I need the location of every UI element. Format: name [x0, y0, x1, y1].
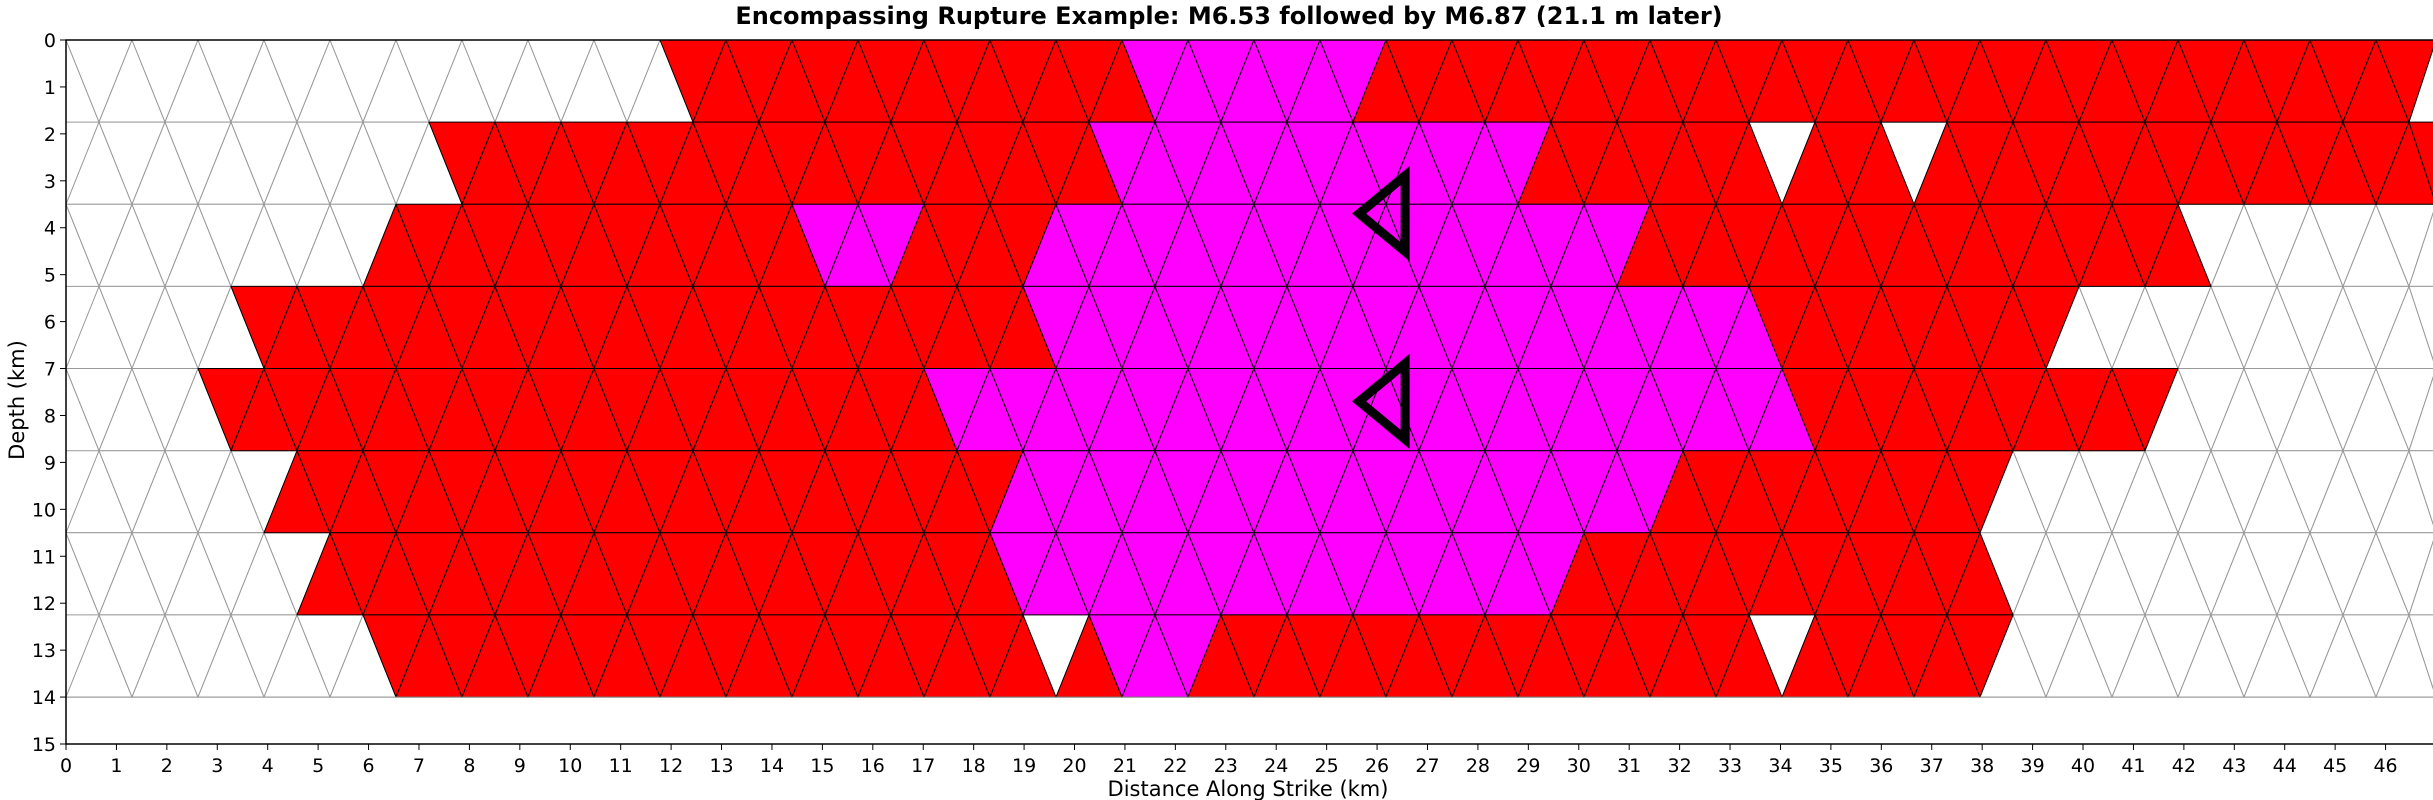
x-tick-label: 44: [2273, 755, 2297, 777]
mesh-triangle: [1946, 614, 2014, 698]
mesh-triangle: [2144, 203, 2212, 287]
x-tick-label: 26: [1365, 755, 1389, 777]
x-tick-label: 29: [1516, 755, 1540, 777]
x-tick-label: 23: [1214, 755, 1238, 777]
y-tick-label: 6: [44, 312, 56, 334]
x-tick-label: 2: [161, 755, 173, 777]
x-tick-label: 1: [110, 755, 122, 777]
x-tick-label: 7: [413, 755, 425, 777]
x-tick-label: 20: [1062, 755, 1086, 777]
x-tick-label: 34: [1768, 755, 1792, 777]
x-tick-label: 15: [810, 755, 834, 777]
y-tick-label: 13: [32, 640, 56, 662]
x-tick-label: 6: [363, 755, 375, 777]
mesh-triangle: [2408, 285, 2433, 361]
y-tick-label: 4: [44, 218, 56, 240]
x-tick-label: 9: [514, 755, 526, 777]
x-tick-label: 8: [463, 755, 475, 777]
x-tick-label: 31: [1617, 755, 1641, 777]
y-tick-label: 12: [32, 593, 56, 615]
y-tick-label: 15: [32, 734, 56, 756]
x-tick-label: 21: [1113, 755, 1137, 777]
mesh-triangle: [2111, 368, 2179, 452]
x-tick-label: 22: [1163, 755, 1187, 777]
x-tick-label: 25: [1315, 755, 1339, 777]
x-tick-label: 40: [2071, 755, 2095, 777]
x-tick-label: 33: [1718, 755, 1742, 777]
y-tick-label: 8: [44, 405, 56, 427]
mesh-triangle: [2012, 285, 2080, 369]
triangle-mesh: [65, 39, 2433, 698]
mesh-triangle: [2408, 121, 2433, 197]
y-tick-label: 11: [32, 546, 56, 568]
x-tick-label: 39: [2021, 755, 2045, 777]
x-tick-label: 41: [2121, 755, 2145, 777]
y-tick-label: 7: [44, 359, 56, 381]
x-tick-label: 3: [211, 755, 223, 777]
mesh-triangle: [2408, 614, 2433, 690]
x-tick-label: 30: [1567, 755, 1591, 777]
x-tick-label: 28: [1466, 755, 1490, 777]
x-tick-label: 13: [709, 755, 733, 777]
hypocenter-1-marker: [1352, 166, 1410, 262]
hypocenter-markers: [1352, 166, 1410, 449]
x-tick-label: 42: [2172, 755, 2196, 777]
mesh-triangle: [2408, 450, 2433, 526]
x-tick-label: 5: [312, 755, 324, 777]
x-axis-ticks: 0 1 2 3 4 5 6 7 8 9 10 11 12 13 14 15 16 17 18 19 20 21 22 23 24…: [60, 744, 2398, 777]
x-tick-label: 10: [558, 755, 582, 777]
x-tick-label: 14: [760, 755, 784, 777]
y-tick-label: 2: [44, 124, 56, 146]
x-tick-label: 46: [2373, 755, 2397, 777]
y-tick-label: 5: [44, 265, 56, 287]
x-tick-label: 17: [911, 755, 935, 777]
x-tick-label: 18: [962, 755, 986, 777]
x-tick-label: 37: [1920, 755, 1944, 777]
y-tick-label: 0: [44, 30, 56, 52]
plot-frame: [65, 39, 2433, 745]
x-tick-label: 43: [2222, 755, 2246, 777]
y-tick-label: 14: [32, 687, 56, 709]
x-tick-label: 45: [2323, 755, 2347, 777]
y-tick-label: 1: [44, 77, 56, 99]
x-tick-label: 12: [659, 755, 683, 777]
hypocenter-2-marker: [1352, 353, 1410, 449]
x-tick-label: 11: [609, 755, 633, 777]
x-tick-label: 19: [1012, 755, 1036, 777]
x-tick-label: 27: [1415, 755, 1439, 777]
x-tick-label: 24: [1264, 755, 1288, 777]
x-tick-label: 0: [60, 755, 72, 777]
x-tick-label: 36: [1869, 755, 1893, 777]
chart-title: Encompassing Rupture Example: M6.53 foll…: [735, 2, 1722, 30]
y-tick-label: 3: [44, 171, 56, 193]
y-axis-label: Depth (km): [5, 340, 29, 460]
x-tick-label: 32: [1668, 755, 1692, 777]
x-tick-label: 35: [1819, 755, 1843, 777]
x-tick-label: 16: [861, 755, 885, 777]
y-tick-label: 10: [32, 499, 56, 521]
x-tick-label: 38: [1970, 755, 1994, 777]
y-tick-label: 9: [44, 452, 56, 474]
mesh-triangle: [1946, 450, 2014, 534]
x-tick-label: 4: [262, 755, 274, 777]
x-axis-label: Distance Along Strike (km): [1108, 777, 1389, 800]
